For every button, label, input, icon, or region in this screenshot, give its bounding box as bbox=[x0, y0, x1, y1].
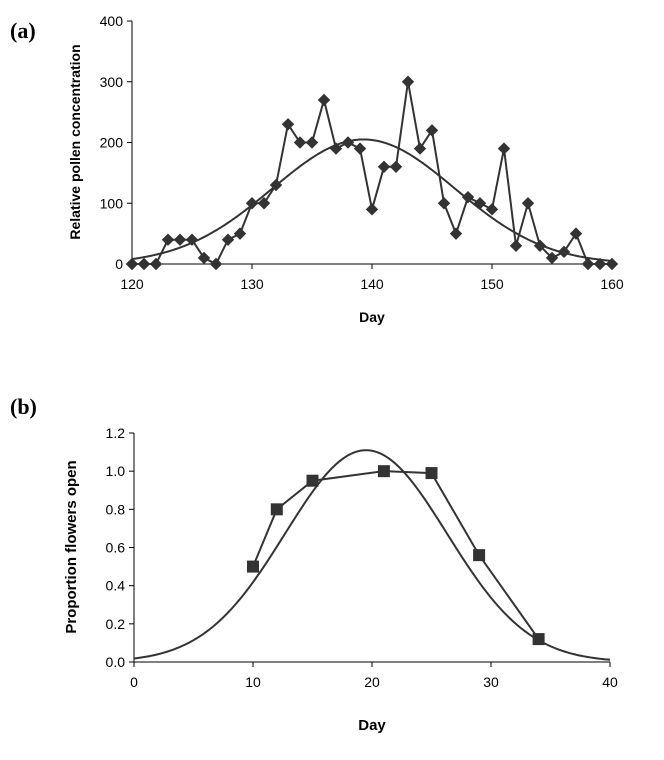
data-point bbox=[605, 257, 619, 271]
x-tick-label: 120 bbox=[120, 276, 144, 292]
data-point bbox=[449, 227, 463, 240]
fitted-curve bbox=[131, 138, 613, 262]
data-point bbox=[161, 233, 175, 246]
panel-a: (a) 0 100 200 300 400 120 130 140 150 160 Day Rel… bbox=[10, 13, 624, 325]
data-point bbox=[581, 257, 595, 271]
x-tick-label: 0 bbox=[130, 674, 138, 690]
data-point bbox=[437, 197, 451, 210]
data-point bbox=[569, 227, 583, 240]
panel-a-y-axis-title: Relative pollen concentration bbox=[67, 44, 83, 239]
data-point bbox=[197, 251, 211, 265]
data-point bbox=[245, 197, 259, 210]
y-tick-label: 300 bbox=[100, 74, 124, 90]
y-tick-label: 1.2 bbox=[106, 425, 126, 441]
data-point bbox=[247, 560, 259, 573]
data-point bbox=[413, 142, 427, 155]
data-point bbox=[281, 118, 295, 131]
data-point bbox=[270, 503, 283, 516]
data-point bbox=[532, 633, 545, 646]
data-point bbox=[545, 251, 559, 265]
y-tick-label: 100 bbox=[100, 195, 124, 211]
y-tick-label: 0.8 bbox=[106, 501, 126, 517]
data-point bbox=[401, 75, 415, 88]
data-point bbox=[473, 197, 487, 210]
y-tick-label: 0 bbox=[115, 256, 123, 272]
panel-b-label: (b) bbox=[10, 394, 37, 419]
x-tick-label: 160 bbox=[600, 276, 624, 292]
x-tick-label: 10 bbox=[245, 674, 261, 690]
data-point bbox=[593, 257, 607, 271]
x-tick-label: 140 bbox=[360, 276, 384, 292]
panel-a-marks bbox=[125, 75, 619, 271]
data-point bbox=[533, 239, 547, 252]
panel-b-axes: 0.0 0.2 0.4 0.6 0.8 1.0 1.2 0 10 20 30 40 bbox=[106, 425, 618, 690]
data-point bbox=[173, 233, 187, 246]
x-tick-label: 150 bbox=[480, 276, 504, 292]
x-tick-label: 30 bbox=[483, 674, 499, 690]
panel-a-x-axis-title: Day bbox=[359, 309, 385, 325]
data-point bbox=[521, 197, 535, 210]
data-point bbox=[461, 190, 475, 204]
y-tick-label: 0.6 bbox=[106, 540, 126, 556]
fitted-curve bbox=[133, 449, 611, 661]
data-point bbox=[425, 467, 438, 480]
data-point bbox=[557, 245, 571, 259]
data-point bbox=[353, 142, 367, 155]
series-line bbox=[252, 470, 540, 640]
data-point bbox=[185, 233, 199, 246]
panel-a-axes: 0 100 200 300 400 120 130 140 150 160 bbox=[100, 13, 624, 292]
x-tick-label: 20 bbox=[364, 674, 380, 690]
data-point bbox=[497, 142, 511, 155]
y-tick-label: 400 bbox=[100, 13, 124, 29]
data-point bbox=[389, 160, 403, 174]
data-point bbox=[329, 142, 343, 155]
data-point bbox=[293, 136, 307, 149]
panel-b: (b) 0.0 0.2 0.4 0.6 0.8 1.0 1.2 0 10 20 30 40 Day P… bbox=[10, 394, 618, 734]
data-point bbox=[221, 233, 235, 246]
data-point bbox=[305, 136, 319, 149]
panel-a-label: (a) bbox=[10, 18, 36, 43]
data-point bbox=[485, 203, 499, 216]
panel-b-x-axis-title: Day bbox=[358, 717, 386, 734]
x-tick-label: 40 bbox=[602, 674, 618, 690]
y-tick-label: 0.2 bbox=[106, 616, 126, 632]
data-point bbox=[233, 227, 247, 240]
x-tick-label: 130 bbox=[240, 276, 264, 292]
panel-b-y-axis-title: Proportion flowers open bbox=[63, 460, 80, 633]
data-point bbox=[377, 465, 390, 478]
data-point bbox=[269, 178, 283, 192]
panel-b-marks bbox=[133, 449, 611, 661]
y-tick-label: 1.0 bbox=[106, 463, 126, 479]
data-point bbox=[125, 257, 139, 271]
data-point bbox=[365, 203, 379, 216]
data-point bbox=[425, 124, 439, 137]
data-point bbox=[137, 257, 151, 271]
y-tick-label: 0.0 bbox=[106, 654, 126, 670]
data-point bbox=[377, 160, 391, 174]
data-point bbox=[509, 239, 523, 252]
data-point bbox=[306, 474, 319, 487]
data-point bbox=[209, 257, 223, 271]
data-point bbox=[341, 136, 355, 149]
y-tick-label: 200 bbox=[100, 135, 124, 151]
data-point bbox=[149, 257, 163, 271]
data-point bbox=[257, 197, 271, 210]
y-tick-label: 0.4 bbox=[106, 578, 126, 594]
data-point bbox=[473, 549, 486, 562]
data-point bbox=[317, 93, 331, 107]
